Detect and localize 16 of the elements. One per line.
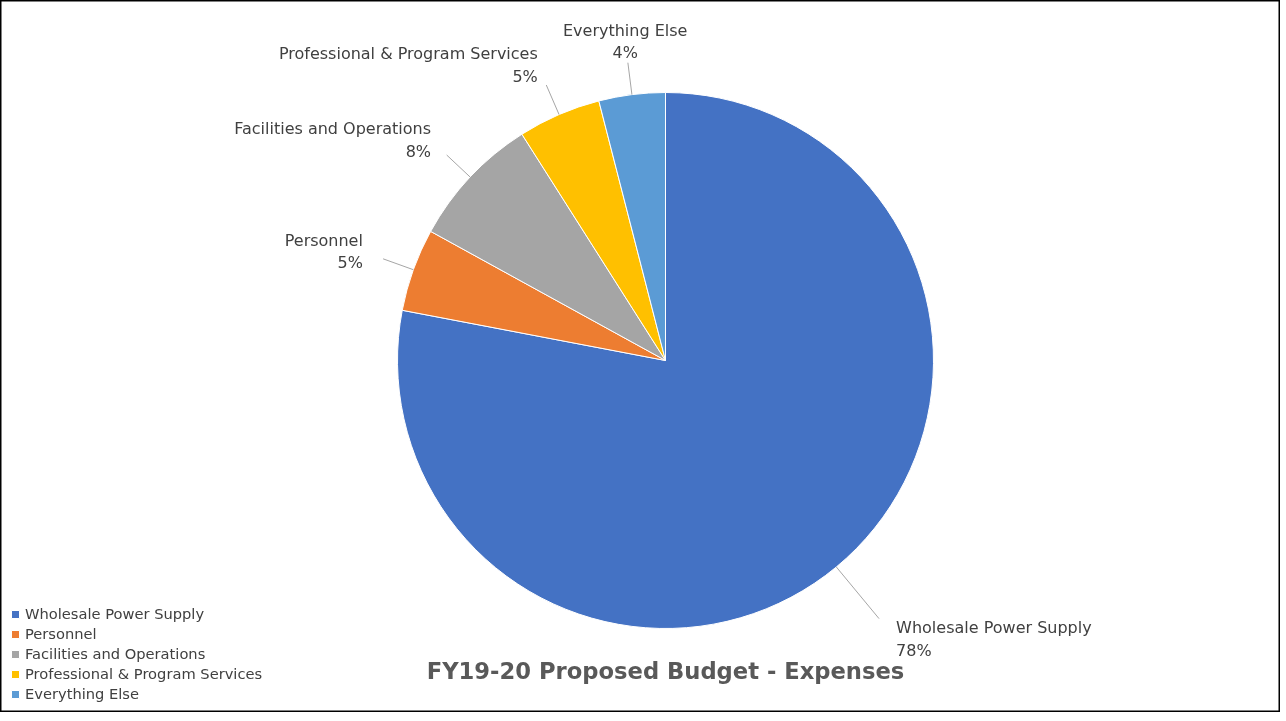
legend-label: Everything Else [25,685,139,702]
slice-label: Professional & Program Services [278,44,538,64]
legend-label: Wholesale Power Supply [25,605,205,622]
data-label: 8% [405,142,432,162]
data-label: 78% [896,641,932,661]
slice-label: Facilities and Operations [234,119,432,139]
data-label: 5% [512,67,538,87]
slice-label: Wholesale Power Supply [896,618,1092,638]
slice-label: Everything Else [562,20,688,40]
legend-label: Personnel [25,625,97,642]
slice-label: Personnel [284,230,363,250]
legend-label: Professional & Program Services [25,665,263,682]
data-label: 4% [612,43,638,63]
legend-label: Facilities and Operations [25,645,206,662]
data-label: 5% [337,253,363,273]
text: FY19-20 Proposed Budget - Expenses [426,658,905,685]
